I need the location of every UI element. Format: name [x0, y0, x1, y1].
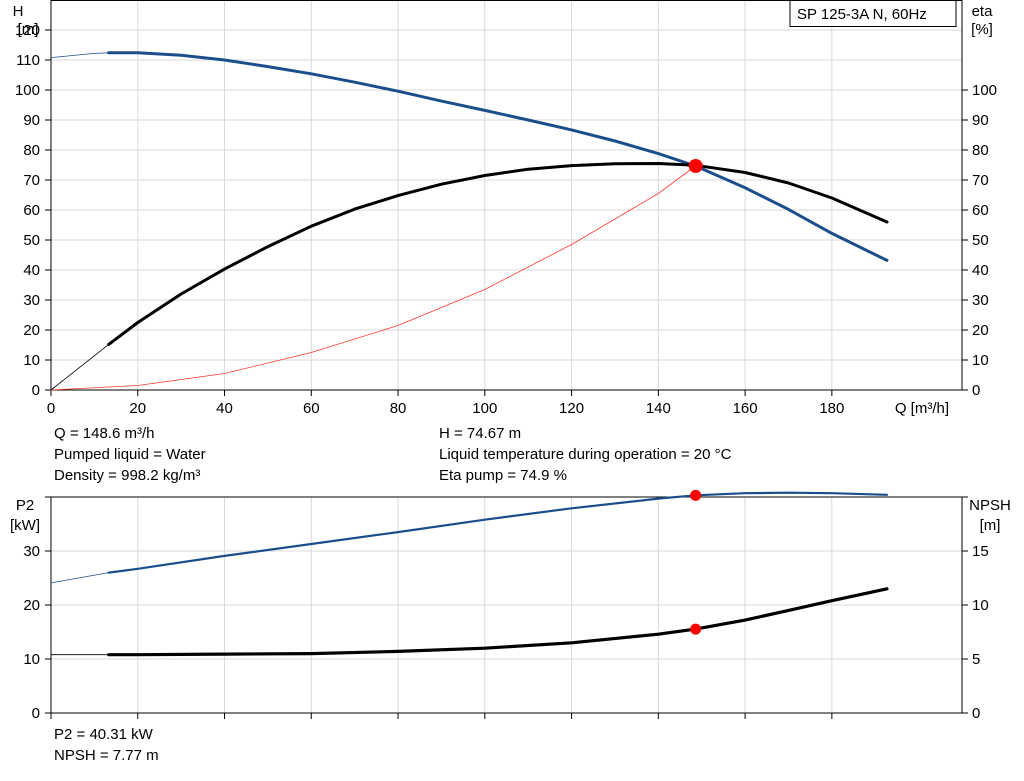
y2-tick-label: 0: [972, 382, 980, 399]
y2-axis-label: NPSH: [969, 497, 1011, 514]
y-tick-label: 20: [23, 322, 40, 339]
y2-axis-unit: [m]: [980, 517, 1001, 534]
x-tick-label: 140: [646, 400, 671, 417]
p2-value: P2 = 40.31 kW: [54, 726, 153, 743]
plot-frame: [50, 496, 963, 714]
npsh-duty-point: [690, 623, 702, 635]
y-axis-label: H: [13, 3, 24, 20]
y-axis-unit: [kW]: [10, 517, 40, 534]
pump-label: SP 125-3A N, 60Hz: [797, 6, 927, 23]
x-tick-label: 40: [216, 400, 233, 417]
y2-axis-unit: [%]: [971, 21, 993, 38]
y-tick-label: 20: [23, 597, 40, 614]
x-tick-label: 100: [472, 400, 497, 417]
p2-curve: [107, 491, 889, 574]
y2-tick-label: 20: [972, 322, 989, 339]
head-curve-extension: [50, 52, 109, 58]
y2-tick-label: 15: [972, 543, 989, 560]
duty-point: [688, 158, 703, 173]
y2-tick-label: 5: [972, 651, 980, 668]
y2-tick-label: 30: [972, 292, 989, 309]
pump-label-box: [789, 0, 957, 27]
y-tick-label: 50: [23, 232, 40, 249]
y-tick-label: 0: [32, 705, 40, 722]
y-tick-label: 100: [15, 82, 40, 99]
system-curve: [50, 165, 696, 391]
y-tick-label: 110: [16, 52, 40, 69]
liquid-temperature: Liquid temperature during operation = 20…: [439, 446, 732, 463]
y-tick-label: 30: [23, 543, 40, 560]
y-tick-label: 70: [23, 172, 40, 189]
pumped-liquid: Pumped liquid = Water: [54, 446, 206, 463]
y-axis-label: P2: [16, 497, 34, 514]
y2-tick-label: 10: [972, 597, 989, 614]
y-tick-label: 10: [23, 352, 40, 369]
y2-tick-label: 0: [972, 705, 980, 722]
head-value: H = 74.67 m: [439, 425, 522, 442]
x-tick-label: 80: [390, 400, 407, 417]
y2-axis-label: eta: [972, 3, 994, 20]
head-curve: [107, 51, 889, 262]
y2-tick-label: 80: [972, 142, 989, 159]
npsh-value: NPSH = 7.77 m: [54, 747, 159, 764]
y2-tick-label: 90: [972, 112, 989, 129]
x-tick-label: 20: [129, 400, 146, 417]
flow-value: Q = 148.6 m³/h: [54, 425, 155, 442]
y2-tick-label: 70: [972, 172, 989, 189]
y-tick-label: 10: [23, 651, 40, 668]
p2-duty-point: [690, 489, 702, 501]
y2-tick-label: 10: [972, 352, 989, 369]
eta-pump-value: Eta pump = 74.9 %: [439, 467, 567, 484]
p2-curve-extension: [50, 572, 109, 584]
y2-tick-label: 60: [972, 202, 989, 219]
y-axis-unit: [m]: [18, 21, 39, 38]
y2-tick-label: 40: [972, 262, 989, 279]
x-tick-label: 180: [819, 400, 844, 417]
y-tick-label: 90: [23, 112, 40, 129]
x-tick-label: 120: [559, 400, 584, 417]
x-axis-label: Q [m³/h]: [895, 400, 949, 417]
y-tick-label: 0: [32, 382, 40, 399]
eta-curve: [107, 162, 889, 346]
y-tick-label: 120: [15, 22, 40, 39]
y-tick-label: 30: [23, 292, 40, 309]
y2-tick-label: 100: [972, 82, 997, 99]
x-tick-label: 0: [47, 400, 55, 417]
y-tick-label: 60: [23, 202, 40, 219]
eta-curve-extension: [50, 344, 109, 391]
y-tick-label: 80: [23, 142, 40, 159]
y-tick-label: 40: [23, 262, 40, 279]
npsh-curve: [107, 587, 889, 657]
x-tick-label: 160: [733, 400, 758, 417]
density-value: Density = 998.2 kg/m³: [54, 467, 201, 484]
x-tick-label: 60: [303, 400, 320, 417]
y2-tick-label: 50: [972, 232, 989, 249]
plot-frame: [50, 0, 963, 391]
